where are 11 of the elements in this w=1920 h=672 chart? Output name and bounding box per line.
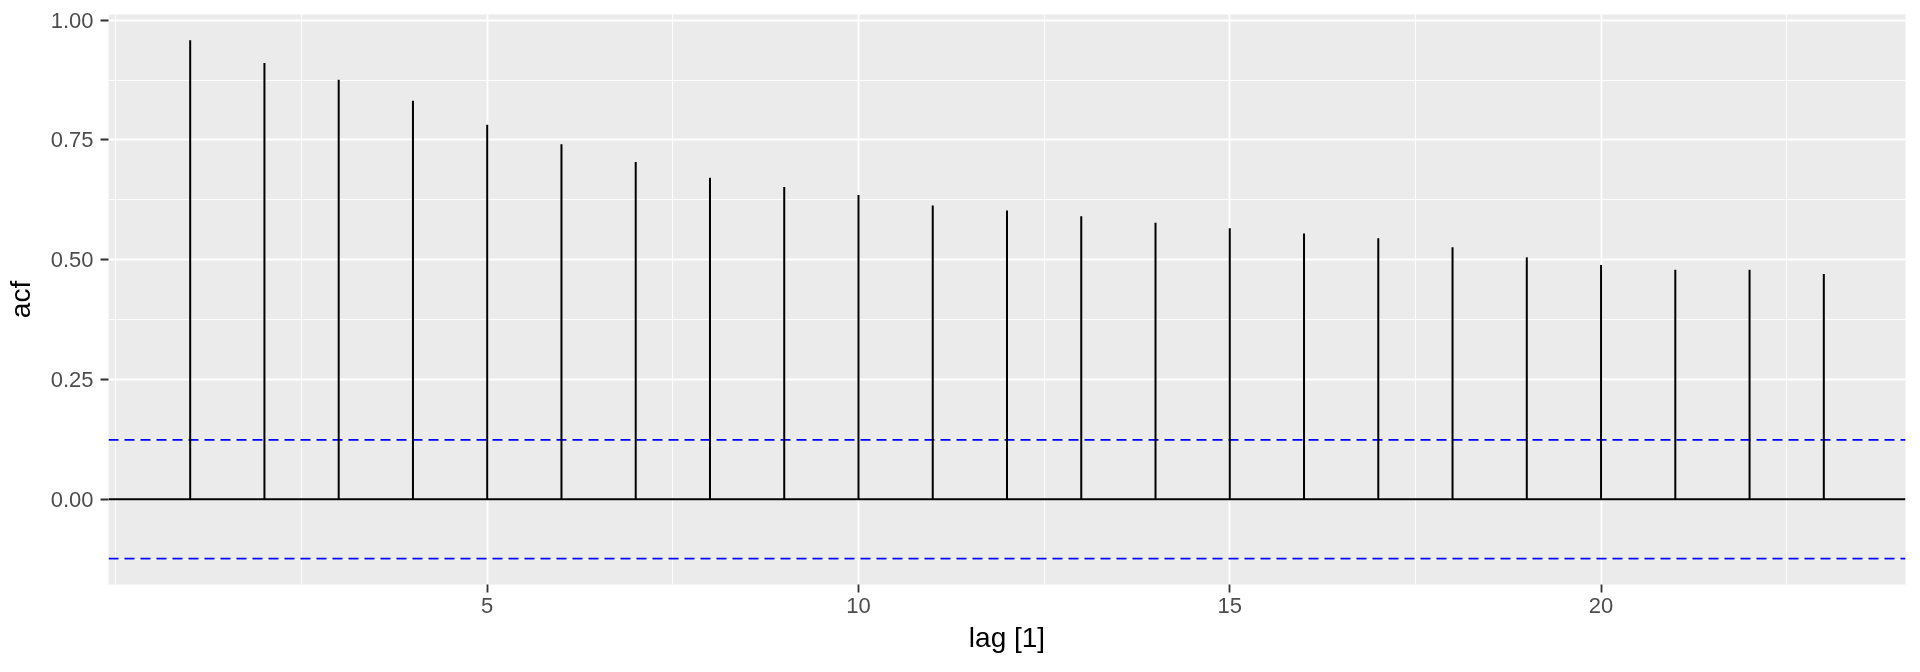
y-tick-label: 0.50 (50, 247, 94, 273)
y-tick-label: 0.75 (50, 127, 94, 153)
x-tick-label: 15 (1217, 592, 1243, 618)
x-tick-label: 10 (846, 592, 871, 618)
y-tick-label: 0.25 (50, 366, 94, 392)
x-axis-title: lag [1] (968, 621, 1046, 653)
x-tick-label: 20 (1588, 592, 1614, 618)
y-axis-title: acf (4, 280, 36, 319)
x-tick-label: 5 (481, 592, 494, 618)
y-tick-label: 0.00 (50, 486, 94, 512)
y-tick-label: 1.00 (50, 7, 94, 33)
